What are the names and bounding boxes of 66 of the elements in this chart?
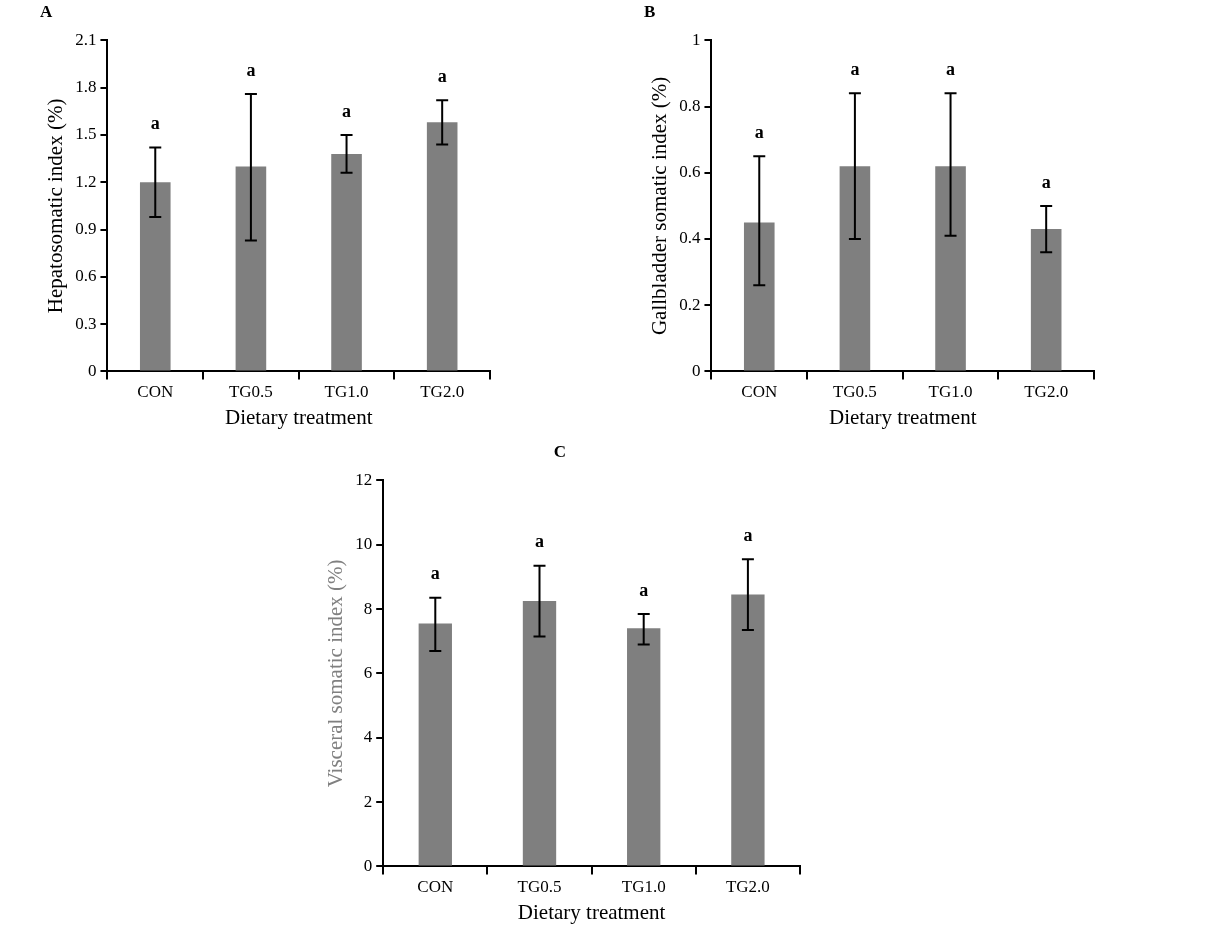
y-tick-label: 6	[363, 662, 373, 682]
y-tick-label: 0.8	[679, 96, 701, 116]
annotation: a	[1041, 171, 1051, 192]
annotation: a	[754, 121, 764, 142]
y-tick-label: 0	[87, 360, 97, 380]
y-tick-label: 2	[363, 791, 373, 811]
y-axis-title: Gallbladder somatic index (%)	[647, 76, 672, 336]
y-tick-label: 12	[355, 469, 373, 489]
bar	[418, 623, 452, 866]
x-axis-title: Dietary treatment	[517, 899, 666, 924]
x-tick-label: CON	[137, 382, 174, 402]
bar	[839, 166, 871, 371]
bar	[743, 222, 775, 371]
annotation: a	[743, 524, 753, 545]
y-tick-label: 1.5	[75, 124, 97, 144]
bar	[139, 182, 171, 371]
bar	[935, 166, 966, 371]
chart-title: A	[40, 1, 53, 21]
x-axis-title: Dietary treatment	[224, 404, 373, 429]
y-tick-label: 1.2	[75, 171, 97, 191]
x-tick-label: CON	[741, 382, 778, 402]
x-tick-label: TG2.0	[1024, 382, 1069, 402]
y-tick-label: 0.4	[679, 228, 701, 248]
annotation: a	[639, 579, 649, 600]
x-tick-label: TG1.0	[928, 382, 973, 402]
x-tick-label: TG0.5	[832, 382, 877, 402]
x-tick-label: TG0.5	[517, 877, 562, 897]
y-tick-label: 0.6	[75, 266, 97, 286]
chart-title: B	[644, 1, 656, 21]
y-tick-label: 8	[363, 598, 373, 618]
chart-title: C	[553, 441, 567, 461]
annotation: a	[946, 59, 956, 80]
bar	[627, 628, 661, 866]
x-tick-label: TG2.0	[420, 382, 465, 402]
x-tick-label: TG0.5	[228, 382, 273, 402]
x-tick-label: TG1.0	[621, 877, 666, 897]
y-axis-title: Hepatosomatic index (%)	[43, 98, 68, 314]
y-axis-title: Visceral somatic index (%)	[323, 559, 348, 788]
x-tick-label: CON	[417, 877, 454, 897]
bar	[331, 153, 362, 371]
bar	[235, 166, 267, 371]
x-tick-label: TG2.0	[725, 877, 770, 897]
x-tick-label: TG1.0	[324, 382, 369, 402]
y-tick-label: 0	[691, 360, 701, 380]
bar	[1030, 229, 1062, 371]
y-tick-label: 4	[363, 727, 373, 747]
y-tick-label: 0.9	[75, 219, 97, 239]
annotation: a	[342, 100, 352, 121]
annotation: a	[437, 65, 447, 86]
annotation: a	[430, 563, 440, 584]
y-tick-label: 1.8	[75, 77, 97, 97]
bar	[522, 601, 557, 866]
x-axis-title: Dietary treatment	[828, 404, 977, 429]
annotation: a	[246, 59, 256, 80]
annotation: a	[535, 531, 544, 552]
bar	[426, 122, 458, 371]
y-tick-label: 0.3	[75, 313, 97, 333]
annotation: a	[850, 59, 860, 80]
y-tick-label: 10	[355, 534, 373, 554]
y-tick-label: 0	[363, 855, 373, 875]
y-tick-label: 0.6	[679, 162, 701, 182]
y-tick-label: 1	[691, 29, 701, 49]
bar	[731, 594, 765, 866]
y-tick-label: 2.1	[75, 29, 97, 49]
y-tick-label: 0.2	[679, 294, 701, 314]
annotation: a	[150, 113, 160, 134]
